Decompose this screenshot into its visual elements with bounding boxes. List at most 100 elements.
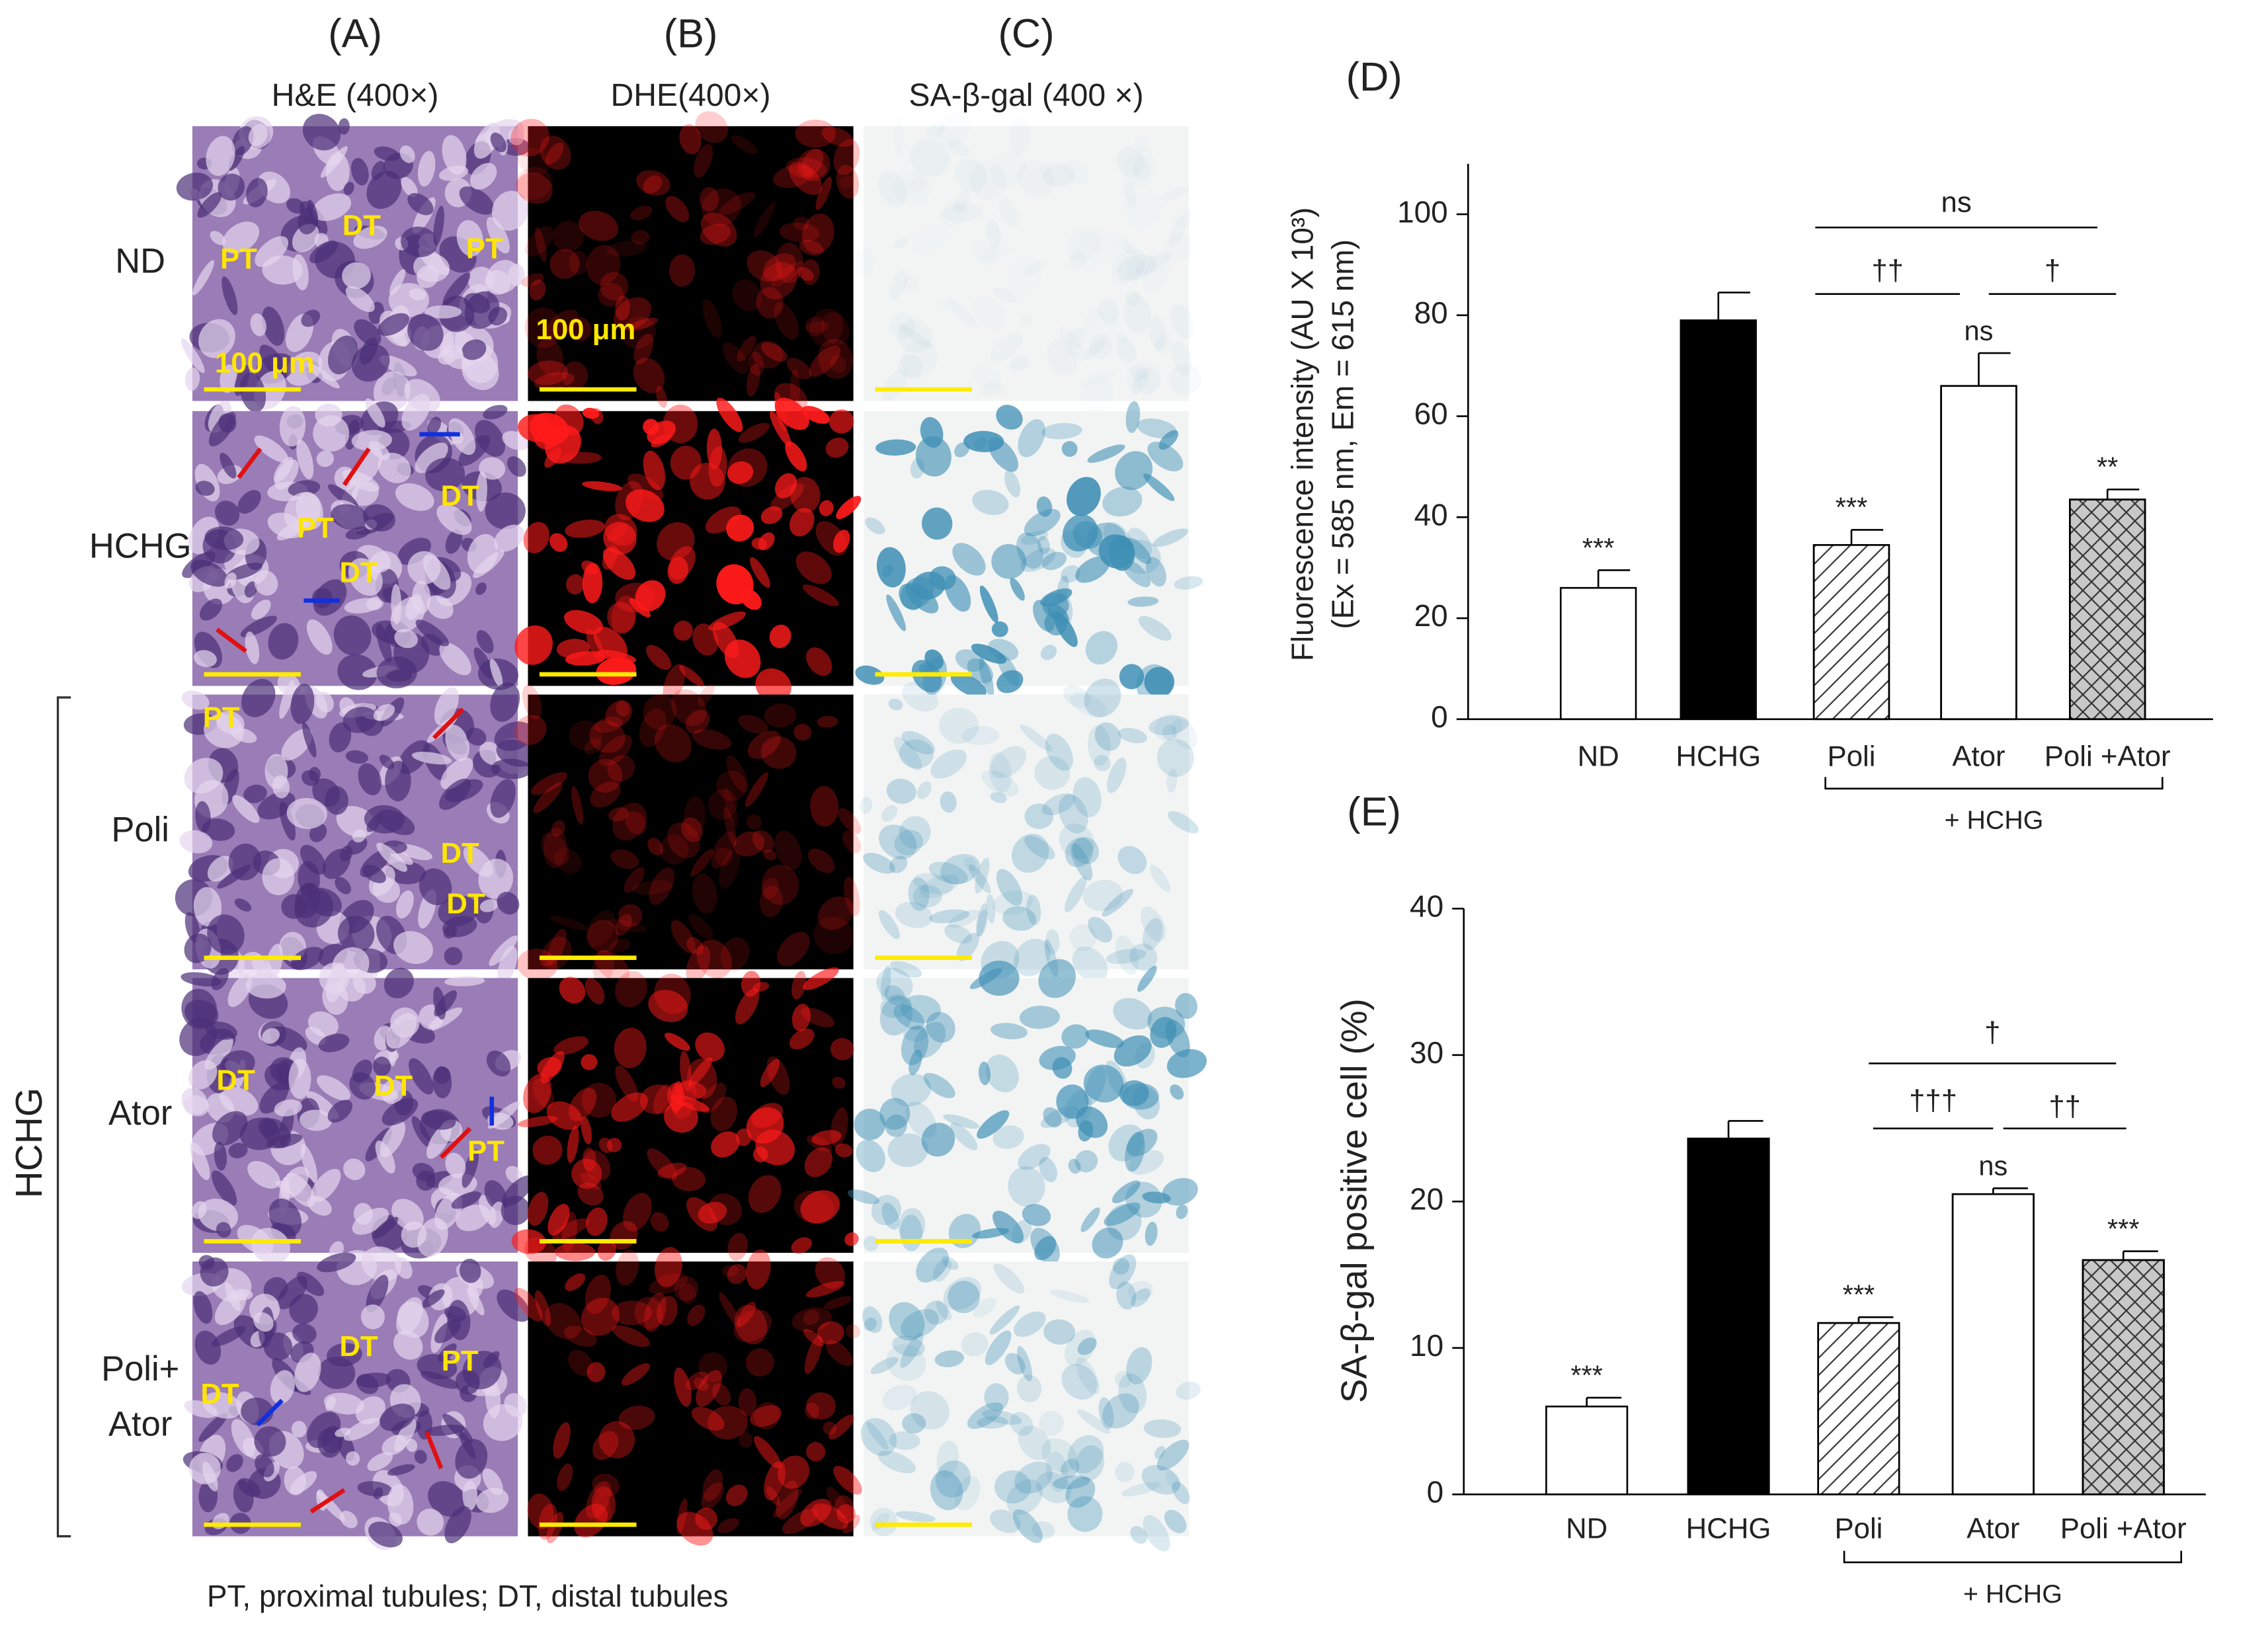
- texture: [1078, 1120, 1094, 1142]
- texture: [985, 1055, 1019, 1093]
- texture: [463, 846, 493, 877]
- texture: [991, 543, 1027, 579]
- texture: [525, 226, 554, 257]
- texture: [532, 1135, 563, 1165]
- y-tick-label: 0: [1431, 699, 1448, 734]
- texture: [665, 1033, 690, 1051]
- texture: [723, 342, 749, 374]
- texture: [440, 757, 473, 789]
- texture: [511, 1229, 546, 1254]
- error-bar: [2122, 1250, 2158, 1260]
- texture: [940, 854, 981, 885]
- texture: [1016, 532, 1043, 569]
- texture: [1076, 1409, 1111, 1434]
- texture: [1145, 1221, 1158, 1246]
- texture: [939, 707, 979, 744]
- texture: [805, 316, 825, 337]
- significance-label: **: [2097, 452, 2118, 483]
- texture: [522, 684, 542, 720]
- texture: [523, 522, 549, 553]
- texture: [1024, 803, 1054, 829]
- arrow: [425, 1431, 444, 1470]
- texture: [738, 422, 770, 443]
- texture: [327, 484, 358, 508]
- texture: [634, 1296, 663, 1330]
- texture: [747, 250, 782, 282]
- texture: [376, 623, 392, 663]
- texture: [842, 830, 862, 854]
- chart-title: (E): [1347, 789, 1401, 834]
- texture: [378, 452, 411, 483]
- texture: [1037, 536, 1050, 555]
- row-label: Poli+: [101, 1349, 179, 1388]
- micrograph: [863, 126, 1194, 401]
- texture: [584, 738, 602, 755]
- texture: [286, 198, 305, 214]
- texture: [668, 254, 695, 287]
- texture: [997, 653, 1020, 686]
- texture: [1063, 685, 1091, 708]
- texture: [876, 967, 913, 1001]
- texture: [902, 681, 939, 712]
- texture: [687, 1304, 706, 1326]
- texture: [380, 1403, 415, 1431]
- column-title: DHE(400×): [611, 77, 771, 113]
- texture: [1109, 1254, 1137, 1289]
- texture: [184, 368, 200, 391]
- texture: [1125, 290, 1141, 306]
- texture: [337, 973, 366, 1002]
- texture: [714, 847, 733, 866]
- texture: [981, 770, 1019, 797]
- texture: [817, 1321, 844, 1345]
- texture: [254, 435, 289, 463]
- texture: [327, 335, 358, 375]
- micrograph: [514, 391, 862, 703]
- texture: [559, 977, 586, 1004]
- texture: [774, 473, 797, 498]
- texture: [602, 547, 636, 580]
- tissue-label: PT: [203, 701, 240, 733]
- texture: [955, 1476, 981, 1511]
- texture: [490, 132, 506, 153]
- texture: [184, 758, 223, 794]
- texture: [1065, 1476, 1096, 1508]
- texture: [818, 339, 854, 379]
- texture: [239, 372, 266, 413]
- texture: [737, 1301, 756, 1327]
- texture: [290, 684, 315, 725]
- texture: [663, 664, 686, 702]
- texture: [909, 1049, 922, 1076]
- comparison-label: †: [1984, 1016, 2000, 1049]
- texture: [1170, 304, 1194, 339]
- texture: [1069, 924, 1097, 951]
- texture: [649, 867, 675, 905]
- texture: [698, 1201, 727, 1224]
- error-bar: [1978, 352, 2011, 386]
- texture: [358, 763, 382, 795]
- texture: [806, 1442, 826, 1462]
- x-tick-label: Ator: [1952, 740, 2005, 772]
- tissue-label: PT: [297, 512, 334, 544]
- texture: [700, 212, 737, 247]
- texture: [1041, 1438, 1078, 1472]
- texture: [1076, 1357, 1100, 1395]
- micrograph: [176, 114, 530, 413]
- texture: [823, 1421, 837, 1435]
- texture: [690, 848, 714, 877]
- column-title: H&E (400×): [272, 77, 439, 113]
- texture: [795, 119, 836, 148]
- y-axis-label: SA-β-gal positive cell (%): [1333, 998, 1374, 1403]
- texture: [615, 1065, 639, 1102]
- texture: [378, 313, 410, 336]
- texture: [313, 579, 347, 616]
- texture: [975, 857, 990, 894]
- texture: [195, 481, 215, 496]
- texture: [812, 1503, 848, 1530]
- texture: [245, 631, 260, 664]
- texture: [665, 196, 690, 222]
- texture: [891, 1073, 932, 1107]
- texture: [880, 994, 912, 1018]
- texture: [395, 1257, 413, 1279]
- texture: [934, 1350, 965, 1367]
- texture: [417, 1217, 448, 1257]
